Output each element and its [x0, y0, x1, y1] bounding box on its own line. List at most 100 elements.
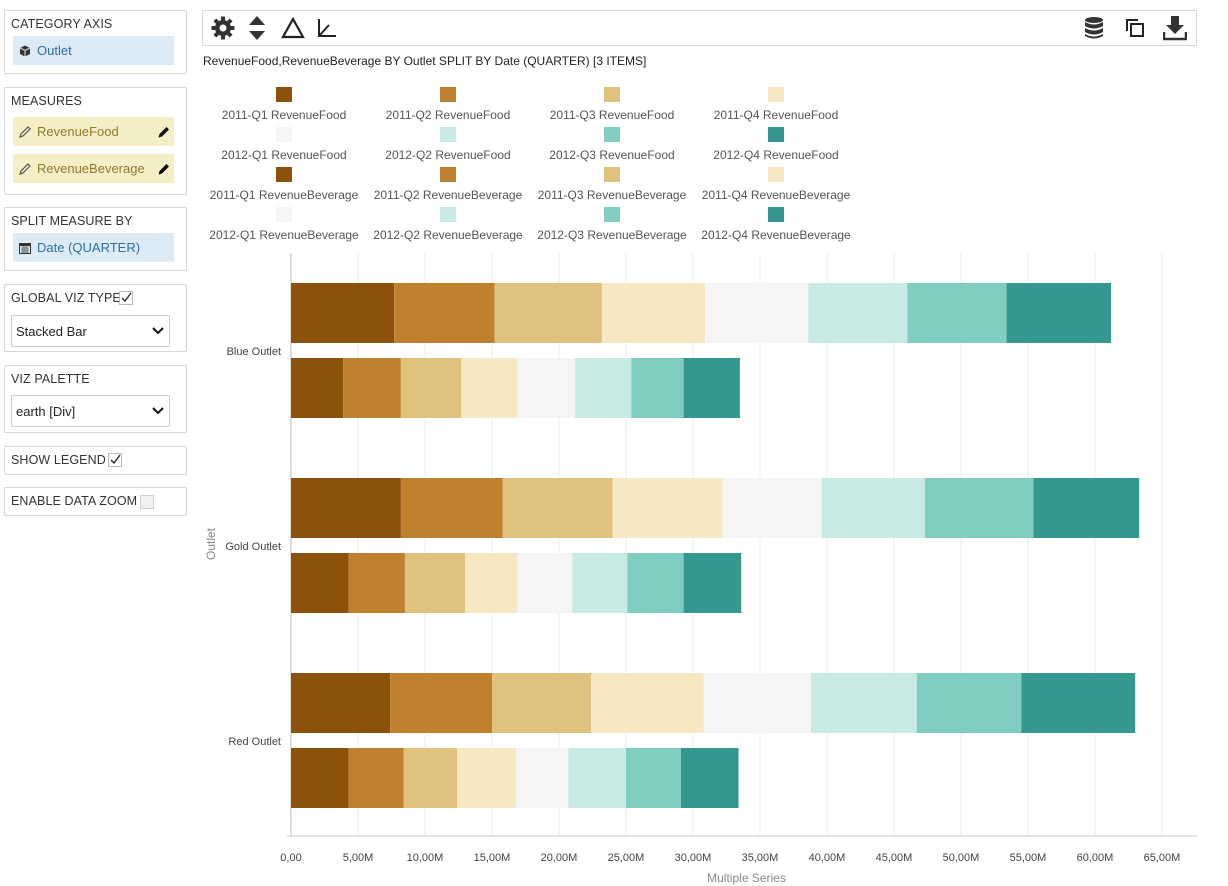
legend-label: 2011-Q2 RevenueBeverage	[374, 188, 523, 202]
legend-label: 2011-Q1 RevenueBeverage	[210, 188, 359, 202]
chevron-down-icon	[147, 407, 169, 415]
viz-palette-panel: VIZ PALETTE earth [Div]	[4, 365, 187, 433]
x-tick-label: 25,00M	[608, 852, 645, 864]
gear-icon[interactable]	[209, 14, 237, 42]
category-axis-panel: CATEGORY AXIS Outlet	[4, 10, 187, 74]
legend-label: 2011-Q4 RevenueBeverage	[702, 188, 851, 202]
category-axis-chip[interactable]: Outlet	[13, 36, 174, 65]
viz-palette-title: VIZ PALETTE	[11, 372, 90, 386]
database-icon[interactable]	[1080, 14, 1108, 42]
legend-label: 2012-Q3 RevenueBeverage	[537, 228, 687, 242]
legend-label: 2012-Q4 RevenueFood	[713, 148, 838, 162]
legend-swatch	[768, 127, 784, 142]
legend-label: 2012-Q1 RevenueFood	[221, 148, 346, 162]
bar-segment	[517, 553, 573, 613]
bar-segment	[568, 748, 626, 808]
bar-segment	[390, 673, 492, 733]
bar-segment	[612, 478, 723, 538]
legend-swatch	[604, 87, 620, 102]
sort-icon[interactable]	[243, 14, 271, 42]
bar-segment	[1033, 478, 1140, 538]
y-tick-label: Blue Outlet	[227, 346, 281, 358]
pencil-icon	[13, 162, 37, 176]
bar-segment	[465, 553, 518, 613]
viz-type-value: Stacked Bar	[16, 323, 87, 339]
legend-label: 2011-Q4 RevenueFood	[714, 108, 839, 122]
chart-area: 2011-Q1 RevenueFood 2011-Q2 RevenueFood 20…	[202, 78, 1197, 886]
bar-segment	[516, 748, 569, 808]
enable-data-zoom-panel: ENABLE DATA ZOOM	[4, 487, 187, 516]
bar-segment	[502, 478, 613, 538]
bar-segment	[517, 358, 576, 418]
pencil-icon	[13, 125, 37, 139]
x-tick-label: 35,00M	[742, 852, 779, 864]
measures-panel: MEASURES RevenueFood RevenueBeverage	[4, 87, 187, 195]
bar-segment	[403, 748, 458, 808]
calendar-icon	[13, 242, 37, 254]
split-measure-chip[interactable]: Date (QUARTER)	[13, 233, 174, 262]
legend-swatch	[604, 167, 620, 182]
bar-segment	[575, 358, 632, 418]
show-legend-checkbox[interactable]	[108, 453, 122, 467]
split-measure-panel: SPLIT MEASURE BY Date (QUARTER)	[4, 207, 187, 271]
download-icon[interactable]	[1161, 14, 1189, 42]
axis-icon[interactable]	[313, 14, 341, 42]
global-viz-type-checkbox[interactable]	[119, 291, 133, 305]
legend-swatch	[768, 207, 784, 222]
viz-toolbar	[202, 10, 1197, 46]
copy-icon[interactable]	[1121, 14, 1149, 42]
viz-type-select[interactable]: Stacked Bar	[11, 315, 170, 347]
measure-label: RevenueFood	[37, 124, 119, 139]
x-tick-label: 40,00M	[809, 852, 846, 864]
bar-segment	[821, 478, 925, 538]
triangle-icon[interactable]	[279, 14, 307, 42]
measure-chip-revenuefood[interactable]: RevenueFood	[13, 117, 174, 146]
edit-icon[interactable]	[154, 162, 174, 176]
bar-segment	[348, 748, 404, 808]
viz-palette-select[interactable]: earth [Div]	[11, 395, 170, 427]
legend-label: 2012-Q2 RevenueBeverage	[373, 228, 523, 242]
legend-swatch	[440, 167, 456, 182]
bar-segment	[705, 283, 809, 343]
legend-label: 2011-Q3 RevenueBeverage	[538, 188, 687, 202]
enable-data-zoom-checkbox[interactable]	[140, 495, 154, 509]
global-viz-type-panel: GLOBAL VIZ TYPE Stacked Bar	[4, 284, 187, 352]
bar-segment	[291, 553, 349, 613]
bar-segment	[1006, 283, 1112, 343]
bar-segment	[461, 358, 518, 418]
x-tick-label: 65,00M	[1144, 852, 1181, 864]
bar-segment	[683, 358, 740, 418]
legend-swatch	[276, 207, 292, 222]
show-legend-panel: SHOW LEGEND	[4, 446, 187, 475]
bar-segment	[808, 283, 908, 343]
x-tick-label: 50,00M	[943, 852, 980, 864]
x-tick-label: 20,00M	[541, 852, 578, 864]
measure-chip-revenuebeverage[interactable]: RevenueBeverage	[13, 154, 174, 183]
bar-segment	[680, 748, 739, 808]
bar-segment	[494, 283, 602, 343]
legend-swatch	[440, 207, 456, 222]
bar-segment	[627, 553, 684, 613]
bar-segment	[722, 478, 822, 538]
stacked-bar-chart: 2011-Q1 RevenueFood 2011-Q2 RevenueFood 20…	[204, 87, 1197, 885]
bar-segment	[291, 673, 391, 733]
legend-swatch	[276, 127, 292, 142]
bar-segment	[591, 673, 704, 733]
bar-segment	[404, 553, 466, 613]
category-axis-value: Outlet	[37, 43, 72, 58]
legend-swatch	[276, 87, 292, 102]
bar-segment	[916, 673, 1022, 733]
edit-icon[interactable]	[154, 125, 174, 139]
x-tick-label: 45,00M	[876, 852, 913, 864]
bar-segment	[703, 673, 811, 733]
bar-segment	[457, 748, 517, 808]
bar-segment	[291, 748, 349, 808]
bar-segment	[601, 283, 706, 343]
legend-label: 2011-Q1 RevenueFood	[222, 108, 347, 122]
bar-segment	[400, 358, 462, 418]
bar-segment	[343, 358, 401, 418]
bar-segment	[348, 553, 405, 613]
show-legend-title: SHOW LEGEND	[11, 453, 106, 467]
x-tick-label: 55,00M	[1010, 852, 1047, 864]
bar-segment	[683, 553, 742, 613]
